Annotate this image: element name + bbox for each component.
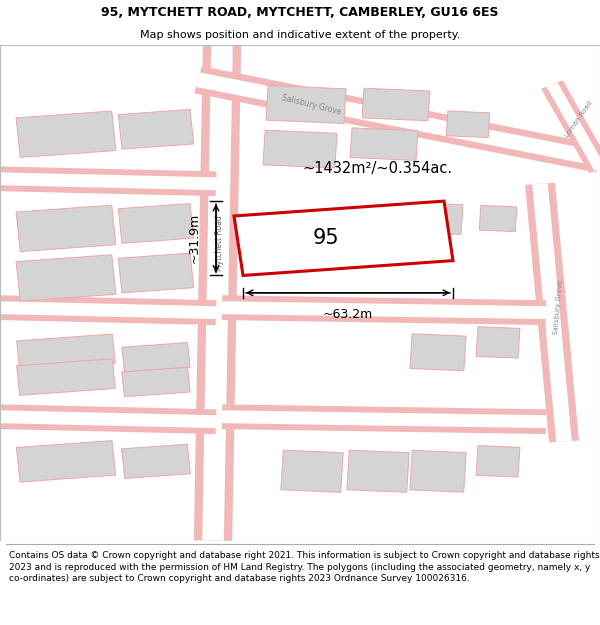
Polygon shape bbox=[16, 111, 116, 158]
Polygon shape bbox=[410, 334, 466, 371]
Polygon shape bbox=[479, 206, 517, 232]
Text: Salisbury Grove: Salisbury Grove bbox=[281, 92, 343, 116]
Polygon shape bbox=[266, 86, 346, 124]
Polygon shape bbox=[532, 183, 572, 442]
Text: ~1432m²/~0.354ac.: ~1432m²/~0.354ac. bbox=[303, 161, 453, 176]
Text: ~31.9m: ~31.9m bbox=[188, 213, 201, 263]
Polygon shape bbox=[194, 45, 241, 541]
Text: Mytchett Road: Mytchett Road bbox=[215, 216, 223, 271]
Text: 95: 95 bbox=[312, 228, 339, 248]
Polygon shape bbox=[122, 368, 190, 397]
Text: Loman Road: Loman Road bbox=[564, 100, 594, 139]
Polygon shape bbox=[222, 295, 546, 325]
Polygon shape bbox=[16, 205, 116, 252]
Polygon shape bbox=[202, 45, 233, 541]
Text: ~63.2m: ~63.2m bbox=[323, 308, 373, 321]
Polygon shape bbox=[281, 450, 343, 493]
Polygon shape bbox=[0, 404, 217, 434]
Polygon shape bbox=[446, 111, 490, 138]
Text: 95, MYTCHETT ROAD, MYTCHETT, CAMBERLEY, GU16 6ES: 95, MYTCHETT ROAD, MYTCHETT, CAMBERLEY, … bbox=[101, 6, 499, 19]
Polygon shape bbox=[122, 342, 190, 372]
Polygon shape bbox=[0, 301, 216, 319]
Polygon shape bbox=[476, 446, 520, 477]
Text: Map shows position and indicative extent of the property.: Map shows position and indicative extent… bbox=[140, 30, 460, 40]
Polygon shape bbox=[476, 327, 520, 358]
Text: Salisbury Grove: Salisbury Grove bbox=[553, 280, 563, 336]
Polygon shape bbox=[347, 450, 409, 493]
Polygon shape bbox=[0, 295, 217, 325]
Polygon shape bbox=[17, 359, 115, 396]
Polygon shape bbox=[234, 201, 453, 276]
Polygon shape bbox=[222, 404, 546, 434]
Polygon shape bbox=[122, 444, 190, 479]
Polygon shape bbox=[118, 204, 194, 243]
Polygon shape bbox=[525, 183, 579, 442]
Polygon shape bbox=[547, 82, 600, 171]
Polygon shape bbox=[263, 130, 337, 168]
Polygon shape bbox=[362, 88, 430, 121]
Polygon shape bbox=[222, 301, 546, 319]
Polygon shape bbox=[196, 72, 600, 166]
Polygon shape bbox=[16, 441, 116, 482]
Polygon shape bbox=[0, 410, 216, 428]
Polygon shape bbox=[410, 450, 466, 493]
Polygon shape bbox=[194, 66, 600, 173]
Polygon shape bbox=[17, 334, 115, 371]
Text: Contains OS data © Crown copyright and database right 2021. This information is : Contains OS data © Crown copyright and d… bbox=[9, 551, 599, 583]
Polygon shape bbox=[541, 81, 600, 173]
Polygon shape bbox=[413, 202, 463, 234]
Polygon shape bbox=[118, 253, 194, 293]
Polygon shape bbox=[16, 255, 116, 301]
Polygon shape bbox=[0, 173, 216, 190]
Polygon shape bbox=[0, 166, 217, 196]
Polygon shape bbox=[222, 410, 546, 428]
Polygon shape bbox=[350, 128, 418, 161]
Polygon shape bbox=[118, 109, 194, 149]
